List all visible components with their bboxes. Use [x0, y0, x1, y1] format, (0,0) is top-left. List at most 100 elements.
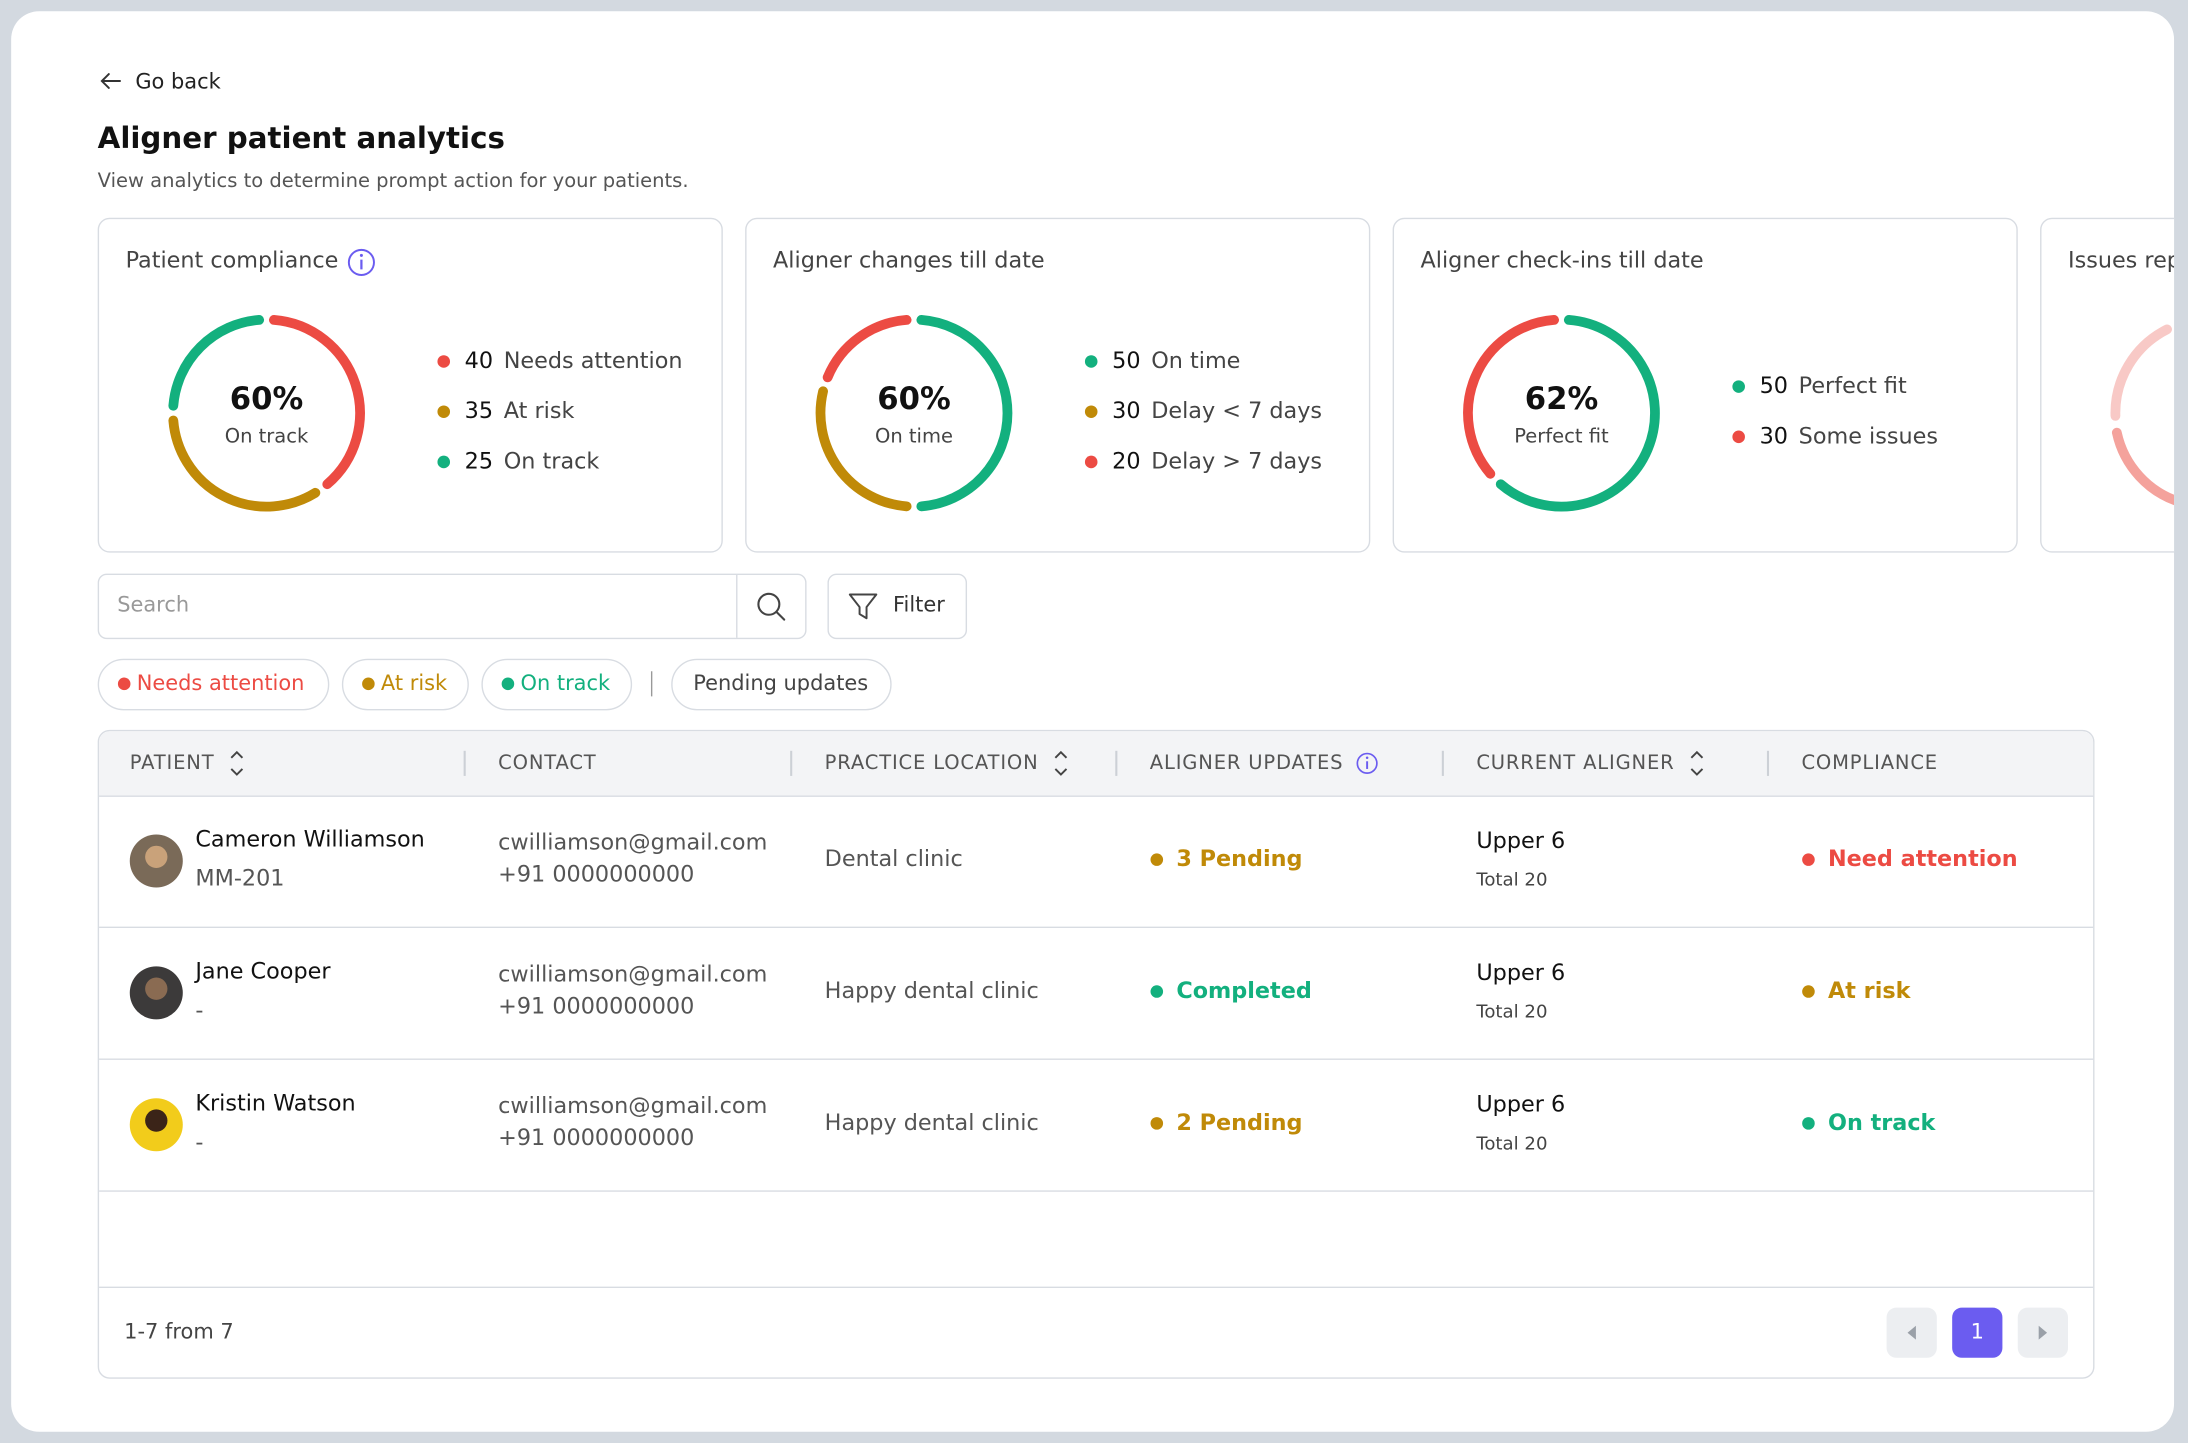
status-dot	[1802, 1117, 1815, 1130]
patient-name: Cameron Williamson	[195, 827, 424, 853]
avatar-face	[145, 977, 168, 1000]
contact-email: cwilliamson@gmail.com	[498, 829, 767, 855]
page-button[interactable]	[1952, 1307, 2003, 1358]
contact-email: cwilliamson@gmail.com	[498, 1093, 767, 1119]
chip-label: On track	[520, 671, 611, 695]
donut-segment	[268, 315, 365, 490]
filter-chip[interactable]	[671, 658, 892, 711]
filter-chip[interactable]	[481, 658, 633, 711]
chip-dot	[117, 677, 131, 691]
search-box[interactable]	[97, 573, 807, 640]
sort-icon[interactable]	[230, 750, 244, 776]
table-header-bg	[99, 731, 2094, 796]
filter-label: Filter	[893, 593, 945, 617]
donut-segment	[168, 315, 265, 411]
card	[2040, 217, 2175, 553]
current-aligner: Upper 6	[1476, 828, 1565, 854]
card	[745, 217, 1371, 553]
legend-value: 25	[465, 448, 493, 474]
legend-value: 30	[1112, 398, 1140, 424]
status-dot	[1802, 853, 1815, 866]
column-header: CONTACT	[498, 751, 596, 774]
status-dot	[1802, 985, 1815, 998]
aligner-total: Total 20	[1475, 870, 1547, 891]
donut-label: Perfect fit	[1514, 424, 1609, 447]
legend-value: 35	[465, 398, 493, 424]
contact-phone: +91 0000000000	[498, 1125, 694, 1151]
legend-label: At risk	[504, 398, 575, 424]
chip-label: Needs attention	[137, 671, 305, 695]
contact-phone: +91 0000000000	[498, 861, 694, 887]
donut-segment	[168, 415, 321, 512]
chip-dot	[501, 677, 515, 691]
legend-dot	[437, 455, 451, 469]
legend-dot	[1732, 380, 1745, 393]
page-title: Aligner patient analytics	[98, 121, 505, 155]
practice-location: Dental clinic	[825, 846, 963, 872]
legend-label: Perfect fit	[1799, 373, 1907, 399]
donut-value: 60%	[230, 382, 303, 417]
legend-label: Delay < 7 days	[1151, 398, 1322, 424]
faint-arc	[2111, 427, 2175, 508]
avatar-face	[145, 845, 168, 869]
legend-dot	[437, 405, 451, 418]
column-header: COMPLIANCE	[1801, 751, 1938, 774]
legend-dot	[437, 355, 451, 368]
filter-button[interactable]	[827, 573, 968, 640]
practice-location: Happy dental clinic	[825, 1110, 1039, 1136]
filter-chip[interactable]	[97, 658, 330, 711]
patient-name: Kristin Watson	[195, 1090, 355, 1116]
donut-value: 60%	[877, 382, 950, 417]
donut-segment	[916, 315, 1013, 512]
info-dot	[359, 253, 363, 257]
info-circle	[347, 248, 375, 276]
content: Go back Aligner patient analytics View ana…	[97, 69, 2175, 1379]
donut-value: 62%	[1525, 382, 1598, 417]
aligner-total: Total 20	[1475, 1001, 1547, 1022]
practice-location: Happy dental clinic	[825, 978, 1039, 1004]
table	[97, 729, 2095, 1379]
search-icon-handle	[775, 610, 786, 621]
donut-label: On time	[875, 424, 953, 447]
patient-id: -	[195, 998, 203, 1024]
avatar-face	[145, 1109, 168, 1132]
next-icon	[2038, 1325, 2048, 1340]
search-placeholder: Search	[117, 593, 189, 617]
sort-icon[interactable]	[1054, 750, 1068, 776]
legend-value: 20	[1112, 448, 1140, 474]
info-circle	[1356, 752, 1378, 774]
info-dot	[1365, 756, 1369, 760]
legend-value: 50	[1760, 373, 1788, 399]
faint-arc	[2110, 324, 2172, 421]
current-aligner: Upper 6	[1476, 960, 1565, 986]
donut-label: On track	[225, 424, 309, 447]
legend-dot	[1084, 455, 1098, 469]
contact-email: cwilliamson@gmail.com	[498, 961, 767, 987]
column-header: ALIGNER UPDATES	[1150, 751, 1344, 774]
legend-value: 40	[465, 348, 493, 374]
search-icon	[757, 592, 781, 616]
compliance-status: At risk	[1828, 978, 1912, 1004]
patient-id: -	[195, 1129, 203, 1155]
aligner-update: 2 Pending	[1176, 1110, 1302, 1136]
current-aligner: Upper 6	[1476, 1092, 1565, 1118]
card-title: Aligner changes till date	[773, 248, 1045, 274]
patient-id: MM-201	[195, 866, 284, 892]
patient-name: Jane Cooper	[193, 958, 331, 984]
card	[1392, 217, 2018, 553]
donut-segment	[1463, 315, 1560, 479]
column-header: PATIENT	[130, 751, 215, 774]
card-title: Patient compliance	[126, 248, 339, 274]
donut-segment	[1495, 315, 1660, 512]
go-back[interactable]: Go back	[100, 69, 222, 93]
info-icon[interactable]	[347, 248, 375, 276]
card-title: Aligner check-ins till date	[1421, 248, 1704, 274]
sort-icon[interactable]	[1690, 750, 1704, 776]
back-label: Go back	[135, 69, 221, 93]
page-subtitle: View analytics to determine prompt actio…	[98, 169, 689, 192]
page-range: 1-7 from 7	[124, 1320, 233, 1344]
compliance-status: Need attention	[1828, 846, 2018, 872]
filter-chip[interactable]	[341, 658, 469, 711]
status-dot	[1150, 1117, 1164, 1130]
